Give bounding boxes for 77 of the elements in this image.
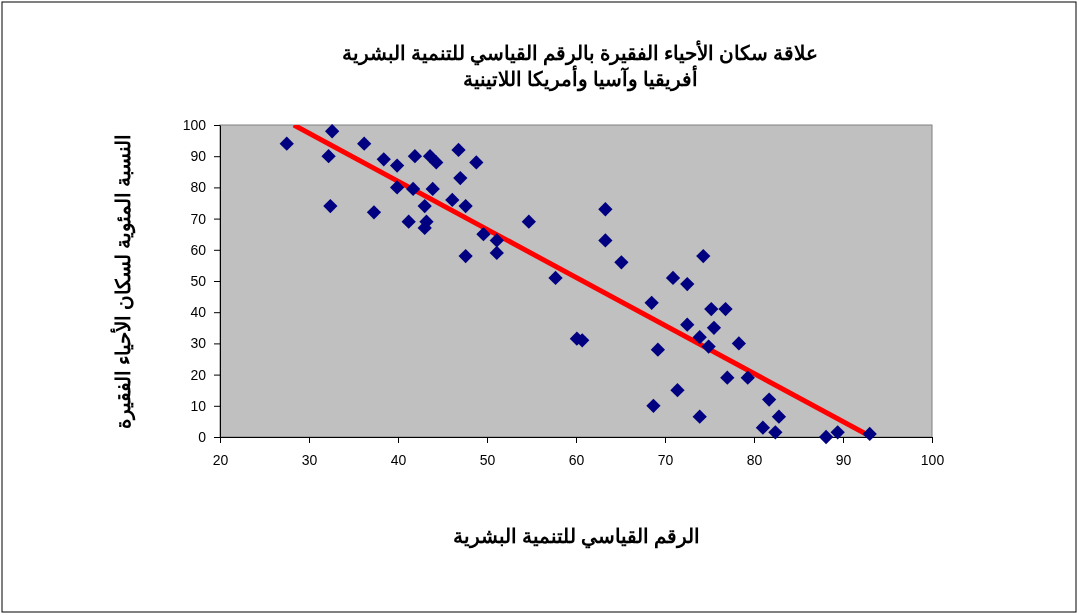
point [469,155,484,170]
y-tick-label: 30 [190,335,207,352]
x-tick-label: 40 [390,451,407,468]
point [720,370,735,385]
point [279,136,294,151]
x-tick-label: 30 [301,451,318,468]
point [862,426,877,442]
point [755,420,771,435]
point [680,276,695,292]
point [321,149,336,164]
point [458,248,473,264]
chart-subtitle: أفريقيا وآسيا وأمريكا اللاتينية [462,65,698,92]
point [376,152,391,167]
point [644,295,659,310]
point [389,180,405,195]
x-tick-label: 70 [657,451,674,468]
point [771,409,787,424]
x-tick-label: 90 [835,451,852,468]
y-tick-label: 40 [190,304,207,321]
point [768,425,783,440]
y-tick-label: 60 [190,241,207,258]
point [650,342,666,357]
y-tick-label: 80 [190,179,207,196]
point [598,233,613,248]
y-tick-label: 100 [182,116,207,133]
point [445,192,460,208]
point [429,155,444,170]
point [489,233,504,248]
x-tick-label: 80 [746,451,763,468]
point [366,205,382,220]
point [405,181,421,197]
point [417,198,432,214]
point [680,317,695,332]
y-tick-label: 20 [190,366,207,383]
x-axis-title: الرقم القياسي للتنمية البشرية [452,525,700,549]
y-tick-label: 10 [190,397,207,414]
point [453,170,468,186]
point [818,429,834,445]
point [665,270,681,286]
point [670,383,685,398]
point [548,270,563,286]
point [323,198,338,214]
point [476,227,491,242]
y-tick-label: 90 [190,148,207,165]
point [458,198,473,214]
y-axis-title: النسبة المئوية لسكان الأحياء الفقيرة [110,133,136,429]
point [489,245,504,261]
point [692,330,707,345]
point [701,339,716,354]
y-tick-label: 50 [190,272,207,289]
x-tick-label: 100 [920,451,945,468]
x-tick-label: 50 [479,451,496,468]
point [696,248,711,264]
point [706,320,722,335]
point [451,142,466,158]
point [646,398,661,413]
point [407,149,423,164]
point [761,392,777,407]
point [598,202,613,217]
point [389,158,405,173]
point [718,301,733,317]
point [401,214,416,229]
y-tick-label: 70 [190,210,207,227]
x-tick-label: 60 [568,451,585,468]
point [731,336,747,351]
point [614,255,629,270]
y-tick-label: 0 [198,428,207,445]
point [521,214,536,229]
point [830,425,845,440]
point [692,409,707,424]
point [325,124,340,139]
x-tick-label: 20 [212,451,229,468]
point [740,370,755,385]
point [357,136,372,151]
point [425,181,440,197]
chart-title: علاقة سكان الأحياء الفقيرة بالرقم القياسي للتنمية البشرية [342,40,818,66]
point [704,301,719,317]
